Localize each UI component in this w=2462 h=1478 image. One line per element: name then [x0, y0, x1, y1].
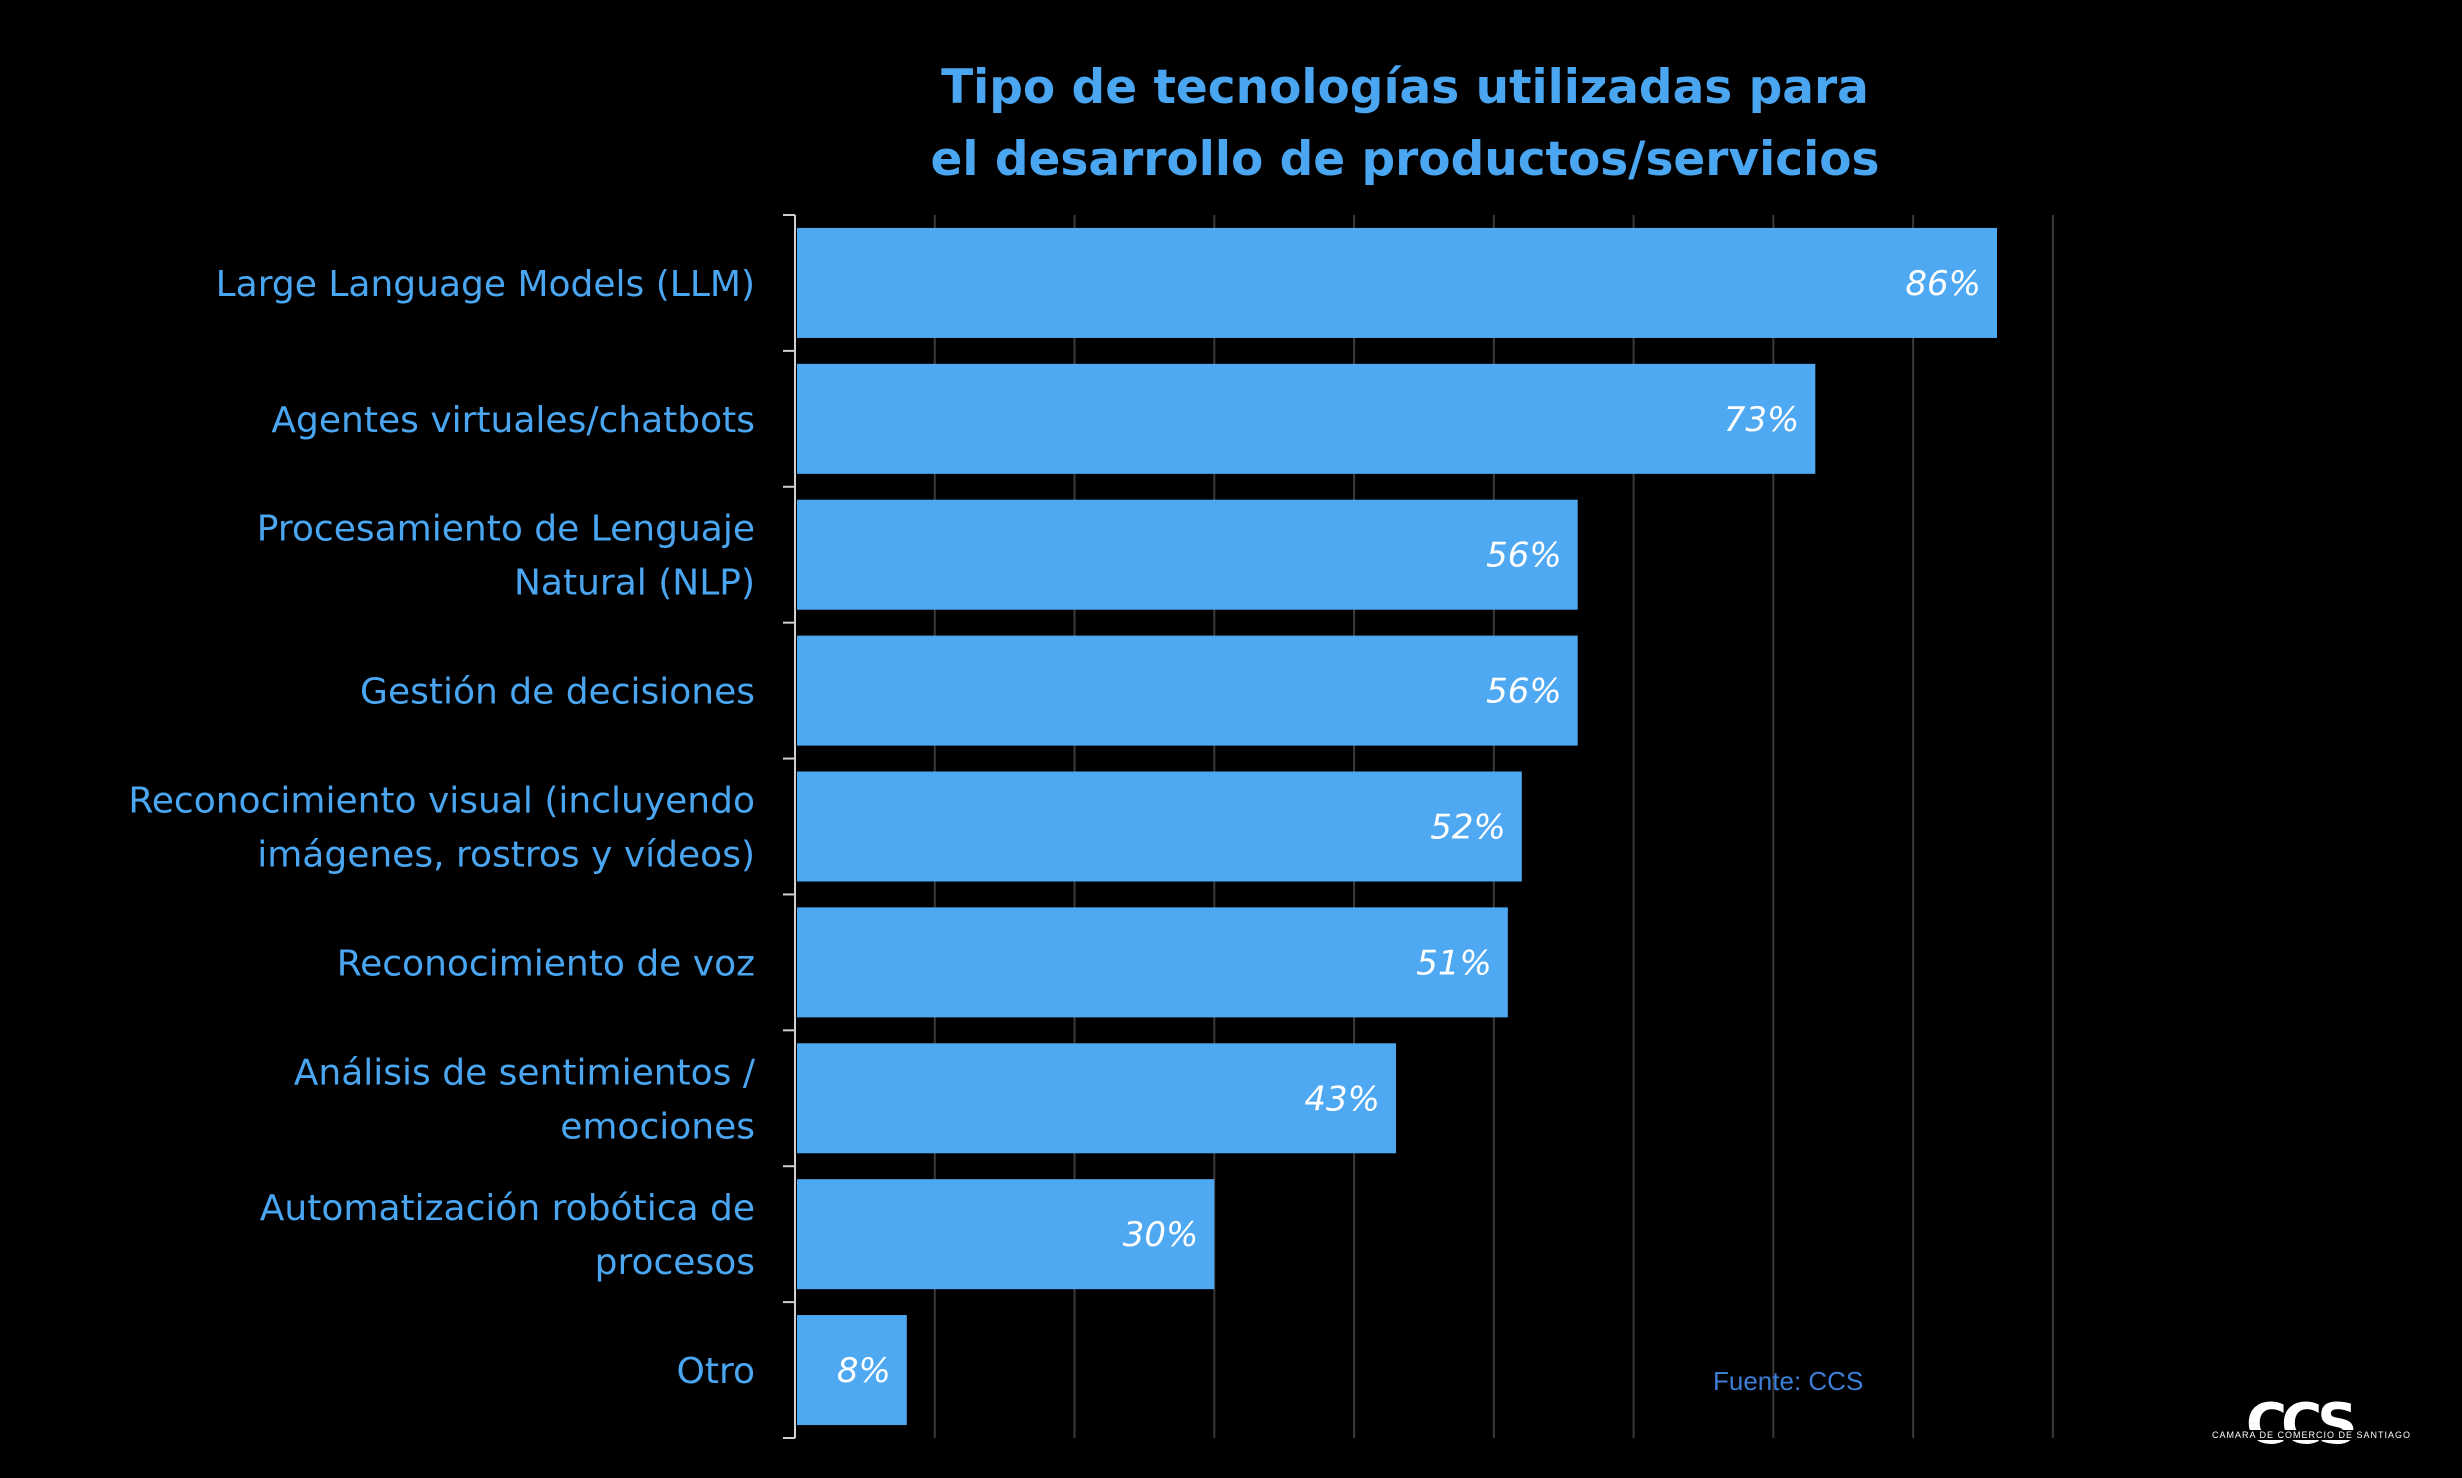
value-label-5: 51%: [1416, 943, 1492, 983]
value-label-0: 86%: [1905, 264, 1981, 304]
category-label-2-0: Procesamiento de Lenguaje: [257, 509, 755, 550]
bar-6: [797, 1043, 1396, 1154]
category-label-6-0: Análisis de sentimientos /: [294, 1052, 756, 1093]
category-label-5-0: Reconocimiento de voz: [337, 943, 755, 984]
bar-8: [797, 1315, 907, 1426]
category-label-7-0: Automatización robótica de: [260, 1188, 755, 1229]
category-label-1-0: Agentes virtuales/chatbots: [271, 400, 755, 441]
value-label-6: 43%: [1304, 1079, 1380, 1119]
bar-0: [797, 227, 1997, 338]
value-label-7: 30%: [1123, 1215, 1199, 1255]
value-label-8: 8%: [837, 1351, 891, 1391]
bar-3: [797, 635, 1578, 746]
logo-text: CCS: [2246, 1392, 2358, 1457]
chart-title-line-1: Tipo de tecnologías utilizadas para: [941, 60, 1869, 115]
bar-1: [797, 363, 1816, 474]
value-label-2: 56%: [1486, 536, 1562, 576]
bar-5: [797, 907, 1508, 1018]
category-label-7-1: procesos: [595, 1242, 755, 1283]
source-note: Fuente: CCS: [1713, 1366, 1864, 1396]
ccs-logo: CCS CAMARA DE COMERCIO DE SANTIAGO: [2206, 1392, 2426, 1458]
bar-2: [797, 499, 1578, 610]
category-label-2-1: Natural (NLP): [514, 563, 755, 604]
bar-7: [797, 1179, 1215, 1290]
chart-title-line-2: el desarrollo de productos/servicios: [930, 132, 1880, 187]
category-label-4-1: imágenes, rostros y vídeos): [257, 835, 755, 876]
bar-4: [797, 771, 1522, 882]
logo-subtitle: CAMARA DE COMERCIO DE SANTIAGO: [2210, 1430, 2414, 1440]
value-label-1: 73%: [1724, 400, 1800, 440]
category-label-3-0: Gestión de decisiones: [360, 672, 755, 713]
category-label-0-0: Large Language Models (LLM): [216, 264, 755, 305]
category-label-8-0: Otro: [677, 1351, 756, 1392]
value-label-3: 56%: [1486, 672, 1562, 712]
chart-title: Tipo de tecnologías utilizadas para el d…: [0, 52, 2462, 196]
value-label-4: 52%: [1430, 808, 1506, 848]
category-label-4-0: Reconocimiento visual (incluyendo: [128, 781, 755, 822]
category-label-6-1: emociones: [560, 1106, 755, 1147]
